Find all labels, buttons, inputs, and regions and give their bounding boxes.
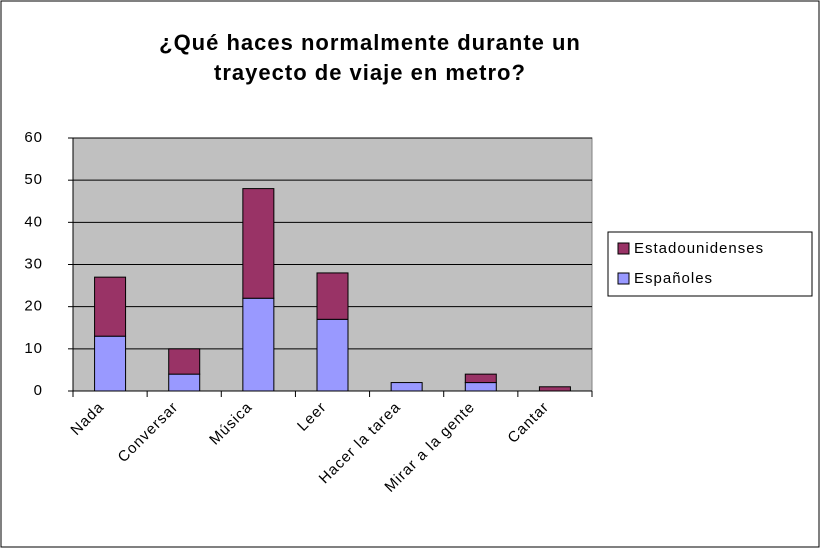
bar-segment	[464, 382, 497, 392]
bar-segment	[242, 297, 275, 392]
y-tick-label: 50	[24, 171, 43, 188]
bar-segment	[464, 373, 497, 384]
legend-label: Españoles	[634, 270, 713, 287]
legend-swatch	[617, 272, 630, 285]
legend-swatch	[617, 242, 630, 255]
y-tick-label: 20	[24, 298, 43, 315]
y-tick-label: 0	[34, 382, 43, 399]
bar-segment	[94, 335, 127, 392]
bar-segment	[538, 386, 571, 392]
bar-segment	[316, 318, 349, 392]
legend-label: Estadounidenses	[634, 240, 764, 257]
y-tick-label: 40	[24, 213, 43, 230]
bar-segment	[242, 188, 275, 299]
legend-box	[607, 231, 813, 297]
bar-segment	[168, 373, 201, 392]
bar-segment	[390, 382, 423, 392]
bar-segment	[168, 348, 201, 375]
y-tick-label: 30	[24, 255, 43, 272]
chart-title: ¿Qué haces normalmente durante un trayec…	[159, 30, 581, 85]
y-tick-label: 10	[24, 340, 43, 357]
y-tick-label: 60	[24, 129, 43, 146]
bar-segment	[94, 276, 127, 337]
bar-segment	[316, 272, 349, 320]
